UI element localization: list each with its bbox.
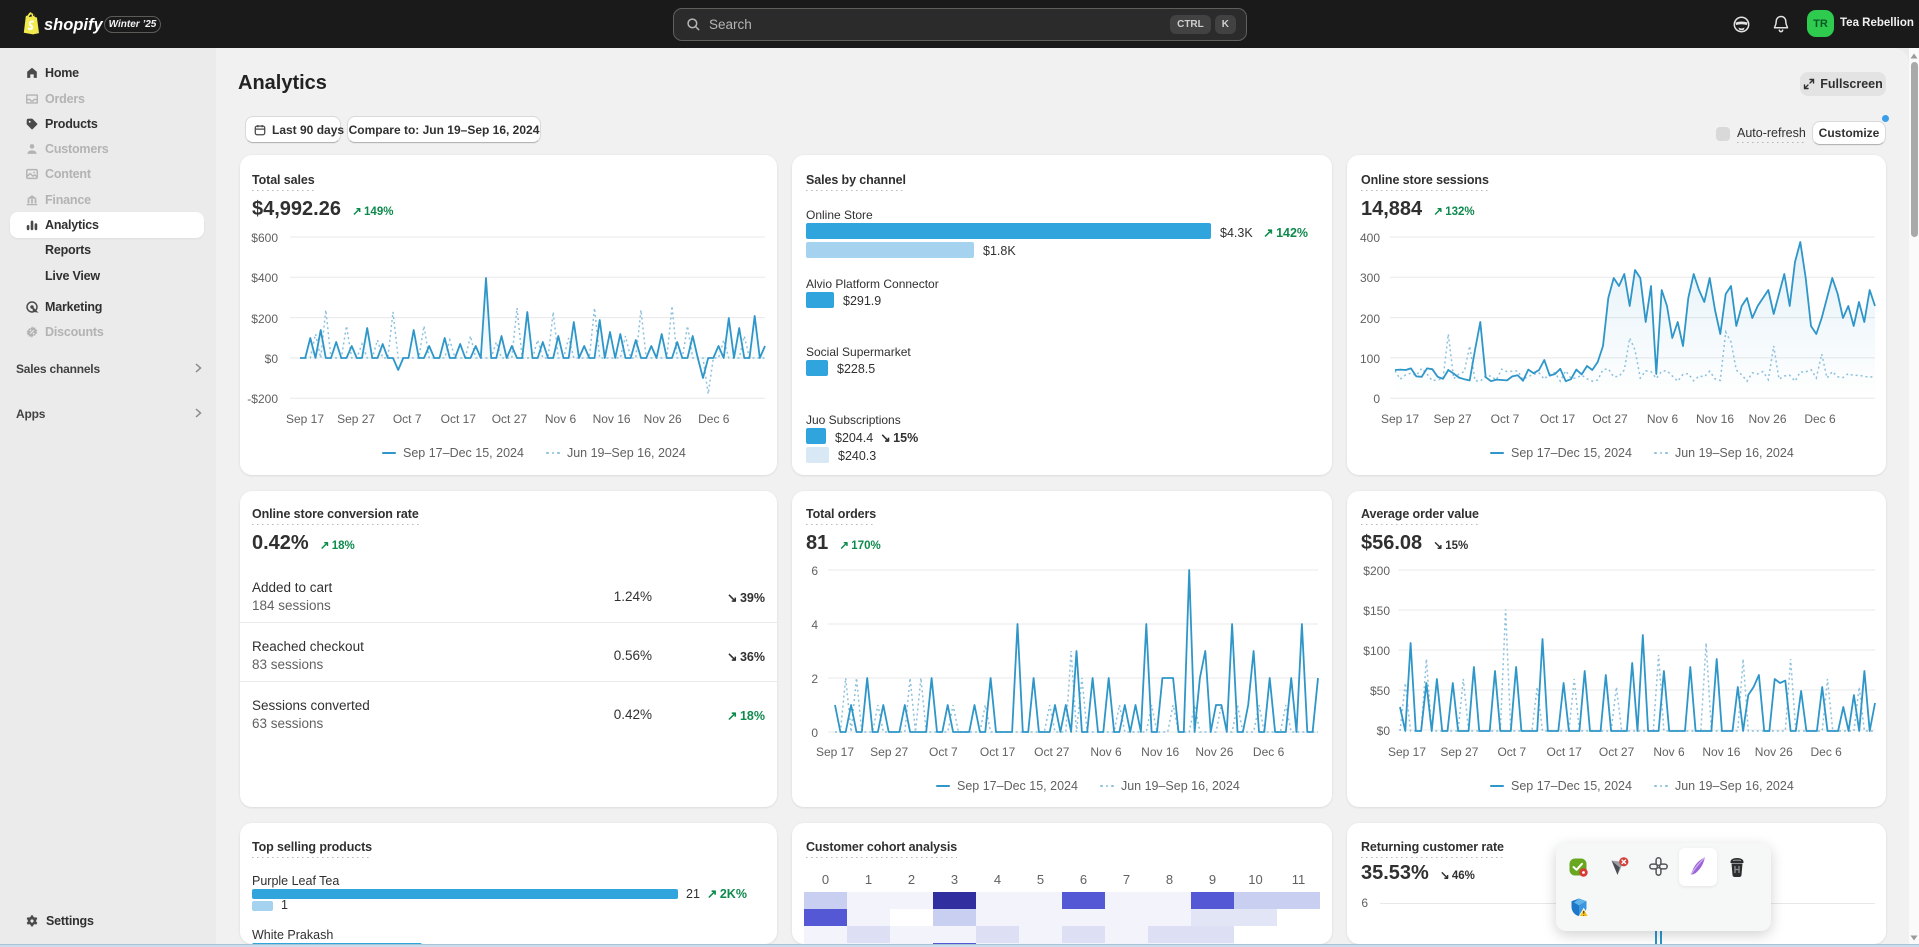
svg-text:shopify: shopify bbox=[44, 16, 103, 34]
